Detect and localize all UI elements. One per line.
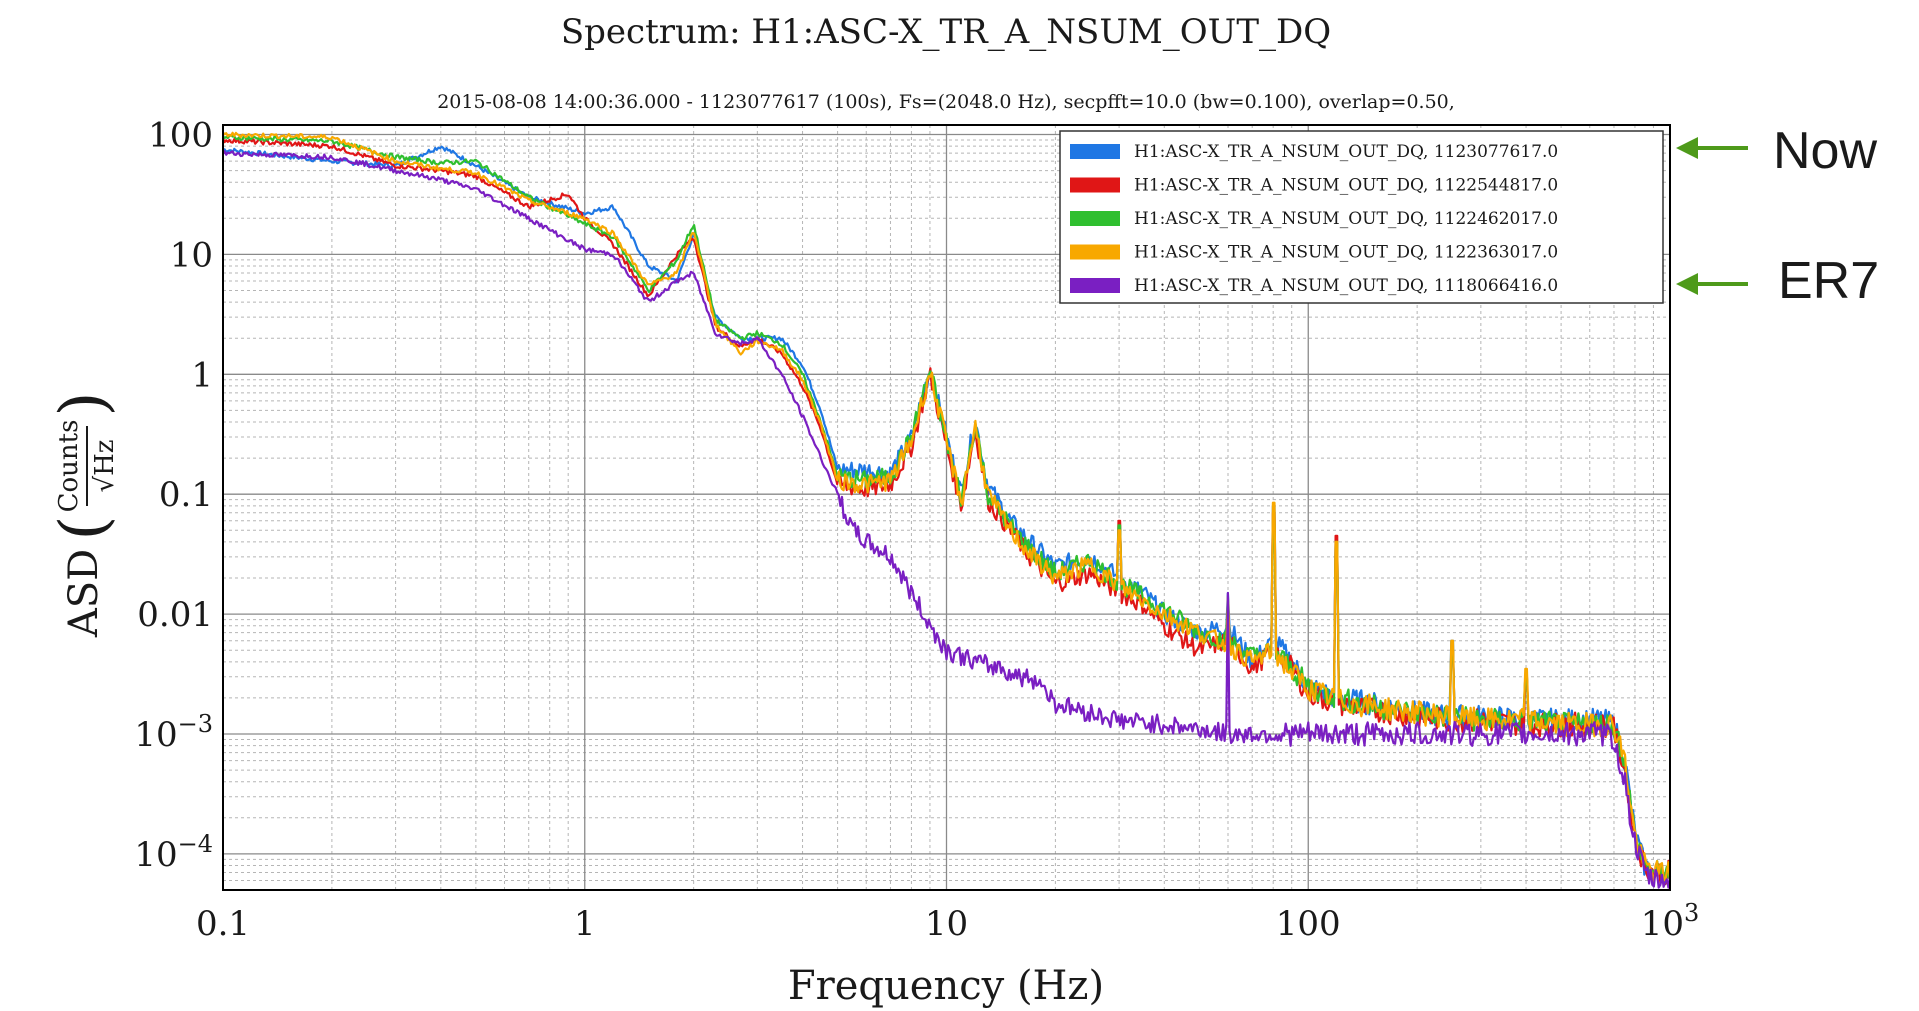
series-line-4 [222,131,1672,884]
legend-label-1: H1:ASC-X_TR_A_NSUM_OUT_DQ, 1123077617.0 [1134,142,1558,162]
y-axis-label-open-paren: ( [47,516,121,541]
y-axis-label-prefix: ASD [61,549,107,638]
annotations: Now ER7 [1676,122,1879,310]
y-tick-exponent: −3 [178,710,213,738]
y-axis-label-numerator: Counts [54,420,84,513]
x-tick-label: 10 [925,904,968,944]
y-axis-ticks: 100 10 1 0.1 0.01 10−3 10−4 [134,115,213,874]
y-tick-label: 10−4 [134,830,213,875]
legend-label-3: H1:ASC-X_TR_A_NSUM_OUT_DQ, 1122462017.0 [1134,209,1558,229]
legend: H1:ASC-X_TR_A_NSUM_OUT_DQ, 1123077617.0 H… [1059,130,1664,304]
annotation-now-label: Now [1773,122,1877,180]
x-tick-label: 100 [1276,904,1341,944]
legend-swatch-3 [1070,211,1120,226]
arrow-now-head [1676,137,1698,159]
arrow-er7-head [1676,273,1698,295]
y-axis-label-denominator: √Hz [90,440,120,493]
x-tick-exponent: 3 [1684,899,1699,927]
legend-swatch-4 [1070,244,1120,260]
x-tick-label: 1 [574,904,596,944]
y-tick-label: 100 [148,115,213,155]
x-axis-label: Frequency (Hz) [788,963,1104,1009]
chart-subtitle: 2015-08-08 14:00:36.000 - 1123077617 (10… [437,91,1455,113]
chart-title: Spectrum: H1:ASC-X_TR_A_NSUM_OUT_DQ [561,12,1331,52]
series-layer [221,131,1672,889]
grid-minor [223,125,1670,890]
y-axis-label-close-paren: ) [47,392,121,417]
legend-swatch-1 [1070,144,1120,159]
y-tick-label: 0.1 [159,475,213,515]
x-tick-label: 0.1 [196,904,250,944]
annotation-now: Now [1676,122,1877,180]
legend-label-5: H1:ASC-X_TR_A_NSUM_OUT_DQ, 1118066416.0 [1134,276,1558,296]
y-tick-exponent: −4 [178,830,213,858]
y-tick-label: 10 [170,235,213,275]
legend-label-2: H1:ASC-X_TR_A_NSUM_OUT_DQ, 1122544817.0 [1134,176,1558,196]
annotation-er7: ER7 [1676,252,1879,310]
y-axis-label: ASD ( Counts √Hz ) [47,392,121,639]
legend-swatch-5 [1070,278,1120,293]
legend-label-4: H1:ASC-X_TR_A_NSUM_OUT_DQ, 1122363017.0 [1134,243,1558,263]
legend-box [1059,130,1664,304]
y-tick-label: 0.01 [137,595,213,635]
x-tick-label: 103 [1641,899,1700,944]
y-tick-label: 1 [191,355,213,395]
annotation-er7-label: ER7 [1778,252,1879,310]
series-line-5 [222,150,1672,889]
y-tick-label: 10−3 [134,710,213,755]
plot-frame [222,124,1671,891]
legend-swatch-2 [1070,177,1120,193]
x-axis-ticks: 0.1 1 10 100 103 [196,899,1699,944]
